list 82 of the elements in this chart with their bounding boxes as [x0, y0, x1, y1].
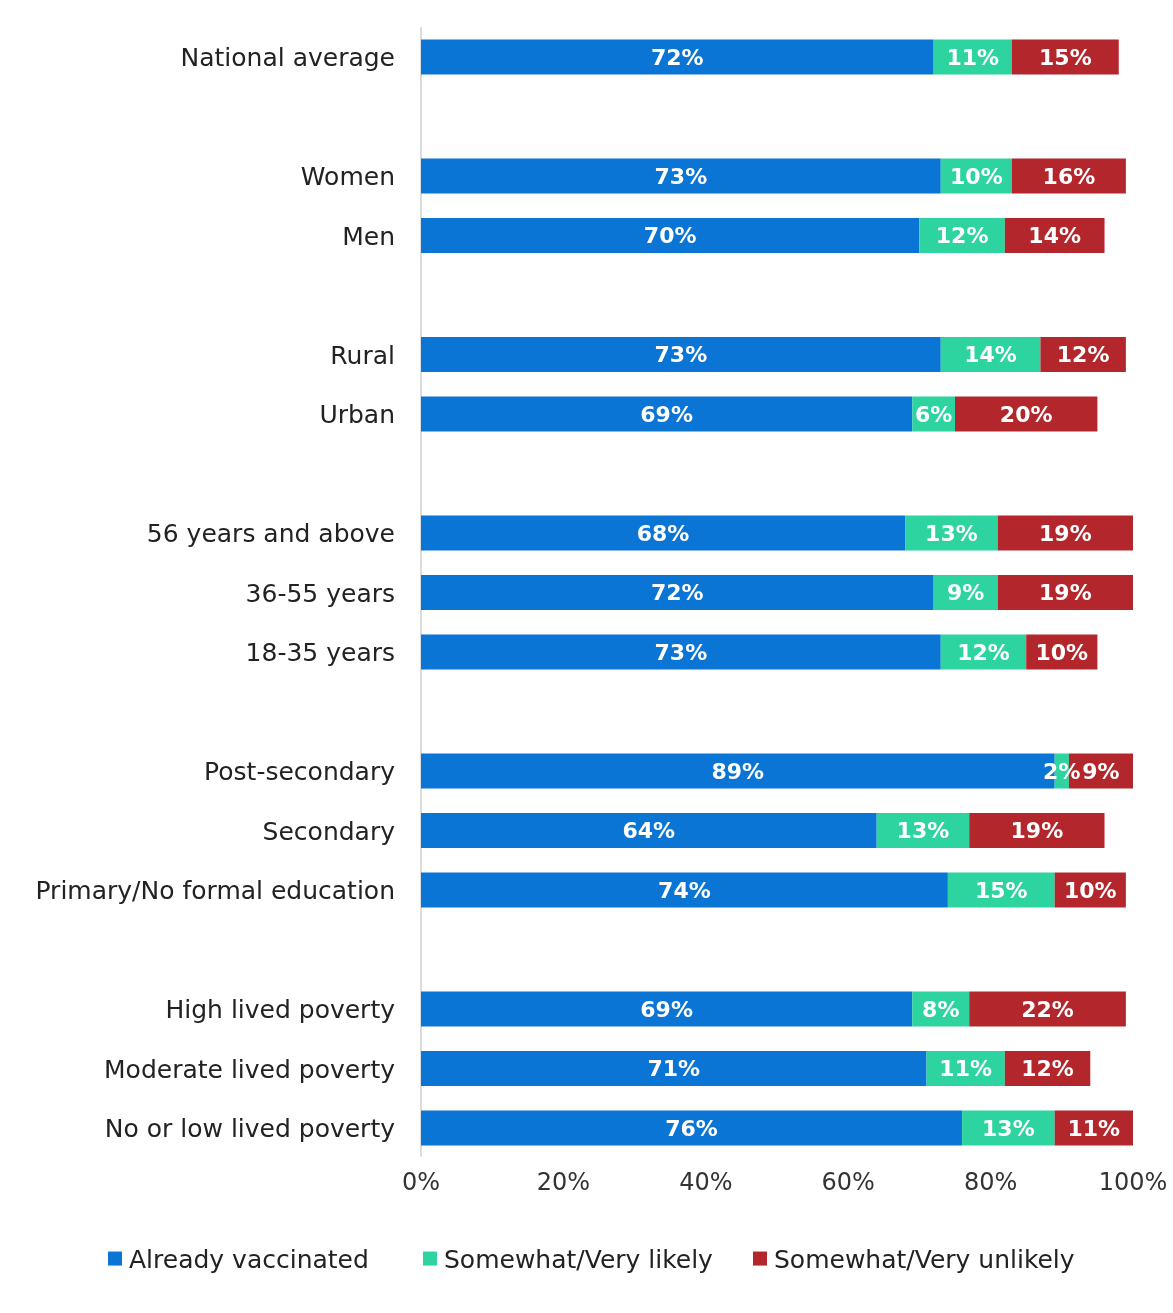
bar	[421, 515, 906, 551]
y-tick-label: Moderate lived poverty	[104, 1054, 396, 1084]
bar	[997, 515, 1133, 551]
data-label: 74%	[658, 877, 711, 903]
data-label: 64%	[622, 818, 676, 844]
data-label: 14%	[1028, 223, 1082, 249]
bar	[421, 575, 934, 610]
data-label: 6%	[914, 401, 953, 427]
legend-label: Already vaccinated	[129, 1244, 369, 1274]
bar	[421, 872, 948, 908]
bar	[421, 158, 941, 194]
data-label: 13%	[925, 520, 978, 546]
legend-label: Somewhat/Very likely	[444, 1244, 714, 1274]
x-tick-label: 100%	[1098, 1168, 1168, 1197]
data-label: 12%	[957, 639, 1010, 665]
x-tick-label: 60%	[821, 1168, 875, 1197]
data-label: 22%	[1021, 996, 1074, 1022]
data-label: 15%	[1039, 44, 1092, 70]
y-tick-label: Primary/No formal education	[35, 876, 395, 905]
data-label: 69%	[640, 401, 693, 427]
data-label: 11%	[946, 44, 1000, 70]
x-tick-label: 40%	[679, 1168, 733, 1197]
data-label: 73%	[654, 342, 708, 368]
bar	[969, 991, 1126, 1027]
bar	[421, 337, 941, 372]
bar	[421, 991, 913, 1027]
data-label: 10%	[1063, 877, 1117, 903]
y-tick-label: Rural	[330, 340, 395, 370]
data-label: 9%	[1082, 758, 1120, 784]
data-label: 70%	[643, 223, 697, 249]
y-tick-label: No or low lived poverty	[104, 1114, 396, 1143]
data-label: 73%	[654, 639, 708, 665]
bar	[421, 634, 941, 670]
data-label: 19%	[1039, 580, 1092, 606]
data-label: 12%	[935, 223, 989, 249]
x-tick-label: 0%	[401, 1168, 441, 1197]
data-label: 12%	[1056, 342, 1110, 368]
data-label: 8%	[922, 996, 960, 1022]
x-tick-label: 80%	[963, 1168, 1018, 1197]
y-tick-label: High lived poverty	[165, 995, 396, 1024]
bar	[421, 813, 877, 848]
data-label: 71%	[647, 1056, 701, 1082]
data-label: 15%	[974, 877, 1028, 903]
data-label: 73%	[654, 163, 708, 189]
bar	[421, 39, 934, 75]
data-label: 76%	[665, 1115, 718, 1141]
legend-label: Somewhat/Very unlikely	[774, 1244, 1075, 1274]
data-label: 68%	[636, 520, 690, 546]
data-label: 14%	[964, 342, 1017, 368]
data-label: 13%	[982, 1115, 1035, 1141]
bar	[955, 396, 1098, 432]
y-tick-label: 18-35 years	[245, 638, 395, 667]
data-label: 19%	[1039, 520, 1092, 546]
data-label: 11%	[939, 1056, 993, 1082]
data-label: 10%	[1035, 639, 1089, 665]
data-label: 11%	[1067, 1115, 1121, 1141]
data-label: 13%	[896, 818, 950, 844]
bar	[421, 1051, 927, 1086]
y-tick-label: 56 years and above	[146, 519, 395, 548]
data-label: 10%	[950, 163, 1003, 189]
data-label: 16%	[1042, 163, 1096, 189]
data-label: 69%	[640, 996, 693, 1022]
y-tick-label: Urban	[319, 400, 395, 429]
x-tick-label: 20%	[536, 1168, 591, 1197]
bar	[421, 1110, 963, 1146]
y-tick-label: National average	[180, 43, 395, 72]
bar	[421, 396, 913, 432]
data-label: 89%	[711, 758, 765, 784]
y-tick-label: Women	[300, 162, 395, 191]
data-label: 72%	[650, 580, 704, 606]
y-tick-label: 36-55 years	[245, 578, 395, 608]
data-label: 12%	[1021, 1056, 1074, 1082]
bar	[421, 218, 920, 253]
bar	[969, 813, 1105, 848]
bar	[997, 575, 1133, 610]
y-tick-label: Post-secondary	[204, 757, 396, 786]
data-label: 19%	[1010, 818, 1064, 844]
y-tick-label: Secondary	[262, 816, 396, 846]
data-label: 72%	[650, 44, 704, 70]
data-label: 9%	[947, 580, 985, 606]
y-tick-label: Men	[342, 221, 395, 251]
data-label: 20%	[999, 401, 1053, 427]
